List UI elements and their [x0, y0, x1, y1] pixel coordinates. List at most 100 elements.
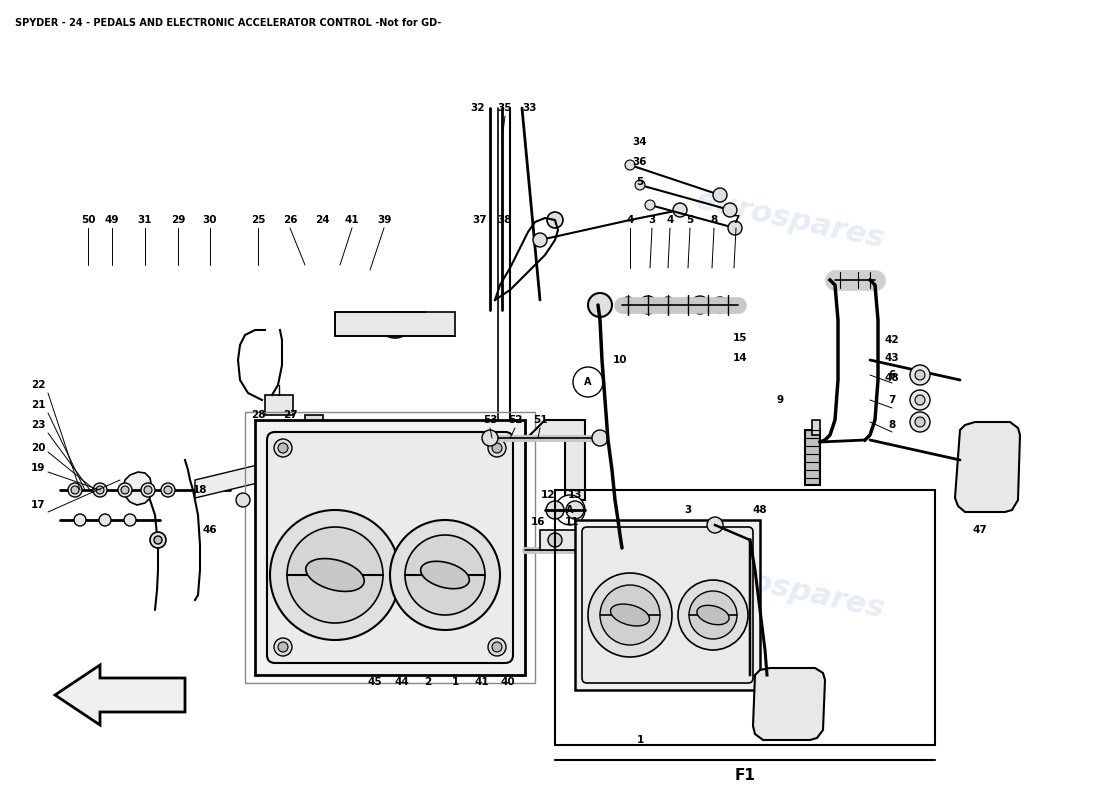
Text: F1: F1 — [735, 767, 756, 782]
Circle shape — [673, 203, 688, 217]
Text: 51: 51 — [532, 415, 548, 425]
Circle shape — [620, 297, 636, 313]
FancyBboxPatch shape — [267, 432, 513, 663]
Text: 22: 22 — [31, 380, 45, 390]
Circle shape — [566, 501, 584, 519]
Text: eurospares: eurospares — [693, 186, 888, 254]
Ellipse shape — [610, 604, 649, 626]
Circle shape — [546, 501, 564, 519]
Circle shape — [600, 585, 660, 645]
Circle shape — [68, 483, 82, 497]
Circle shape — [274, 638, 292, 656]
Ellipse shape — [306, 558, 364, 591]
Circle shape — [915, 417, 925, 427]
Circle shape — [681, 298, 695, 312]
Text: A: A — [566, 505, 574, 515]
Text: 41: 41 — [475, 677, 490, 687]
Text: 5: 5 — [637, 177, 644, 187]
Circle shape — [715, 300, 725, 310]
Circle shape — [635, 180, 645, 190]
Polygon shape — [754, 668, 825, 740]
Circle shape — [663, 300, 673, 310]
Circle shape — [236, 493, 250, 507]
Text: 9: 9 — [777, 395, 783, 405]
Text: 48: 48 — [884, 373, 900, 383]
Circle shape — [390, 520, 501, 630]
Circle shape — [274, 439, 292, 457]
Text: 17: 17 — [31, 500, 45, 510]
Circle shape — [588, 293, 612, 317]
Circle shape — [588, 573, 672, 657]
Circle shape — [94, 483, 107, 497]
Circle shape — [161, 483, 175, 497]
Circle shape — [74, 514, 86, 526]
Text: 40: 40 — [500, 677, 515, 687]
Text: 8: 8 — [889, 420, 895, 430]
Text: 14: 14 — [733, 353, 747, 363]
Text: eurospares: eurospares — [273, 416, 468, 484]
Text: 7: 7 — [889, 395, 895, 405]
Circle shape — [150, 532, 166, 548]
Text: 33: 33 — [522, 103, 537, 113]
Bar — [305, 415, 323, 430]
Text: 52: 52 — [508, 415, 522, 425]
Polygon shape — [195, 462, 270, 498]
Circle shape — [492, 443, 502, 453]
Bar — [336, 312, 455, 336]
Text: 15: 15 — [733, 333, 747, 343]
Circle shape — [642, 299, 654, 311]
Circle shape — [689, 591, 737, 639]
Text: 4: 4 — [667, 215, 673, 225]
Text: 24: 24 — [315, 215, 329, 225]
Text: 43: 43 — [884, 353, 900, 363]
Text: 37: 37 — [473, 215, 487, 225]
Circle shape — [287, 527, 383, 623]
Circle shape — [99, 514, 111, 526]
Text: 11: 11 — [564, 517, 580, 527]
Text: 4: 4 — [626, 215, 634, 225]
Text: 6: 6 — [889, 370, 895, 380]
Circle shape — [121, 486, 129, 494]
Text: 27: 27 — [283, 410, 297, 420]
Bar — [805, 430, 820, 485]
Circle shape — [910, 365, 930, 385]
Text: 18: 18 — [192, 485, 207, 495]
Circle shape — [164, 486, 172, 494]
Circle shape — [684, 301, 692, 309]
Circle shape — [639, 296, 657, 314]
Circle shape — [623, 300, 632, 310]
Bar — [540, 530, 590, 550]
Circle shape — [910, 412, 930, 432]
Ellipse shape — [697, 606, 729, 625]
Text: 47: 47 — [972, 525, 988, 535]
Text: 53: 53 — [483, 415, 497, 425]
Circle shape — [573, 367, 603, 397]
Circle shape — [910, 390, 930, 410]
Text: 25: 25 — [251, 215, 265, 225]
Text: 2: 2 — [425, 677, 431, 687]
Bar — [556, 490, 935, 745]
Text: 44: 44 — [395, 677, 409, 687]
Circle shape — [660, 297, 676, 313]
Text: 1: 1 — [451, 677, 459, 687]
Text: 5: 5 — [686, 215, 694, 225]
Text: 29: 29 — [170, 215, 185, 225]
Ellipse shape — [379, 312, 410, 338]
Text: 36: 36 — [632, 157, 647, 167]
Polygon shape — [123, 472, 152, 505]
Bar — [265, 395, 293, 415]
Bar — [255, 420, 525, 675]
Circle shape — [915, 370, 925, 380]
Text: 3: 3 — [684, 505, 692, 515]
Text: 50: 50 — [80, 215, 96, 225]
Circle shape — [482, 430, 498, 446]
Polygon shape — [955, 422, 1020, 512]
Text: 31: 31 — [138, 215, 152, 225]
Circle shape — [592, 430, 608, 446]
Bar — [245, 412, 535, 683]
Circle shape — [713, 188, 727, 202]
Polygon shape — [592, 538, 662, 612]
Circle shape — [278, 443, 288, 453]
Circle shape — [691, 296, 710, 314]
Circle shape — [712, 297, 728, 313]
